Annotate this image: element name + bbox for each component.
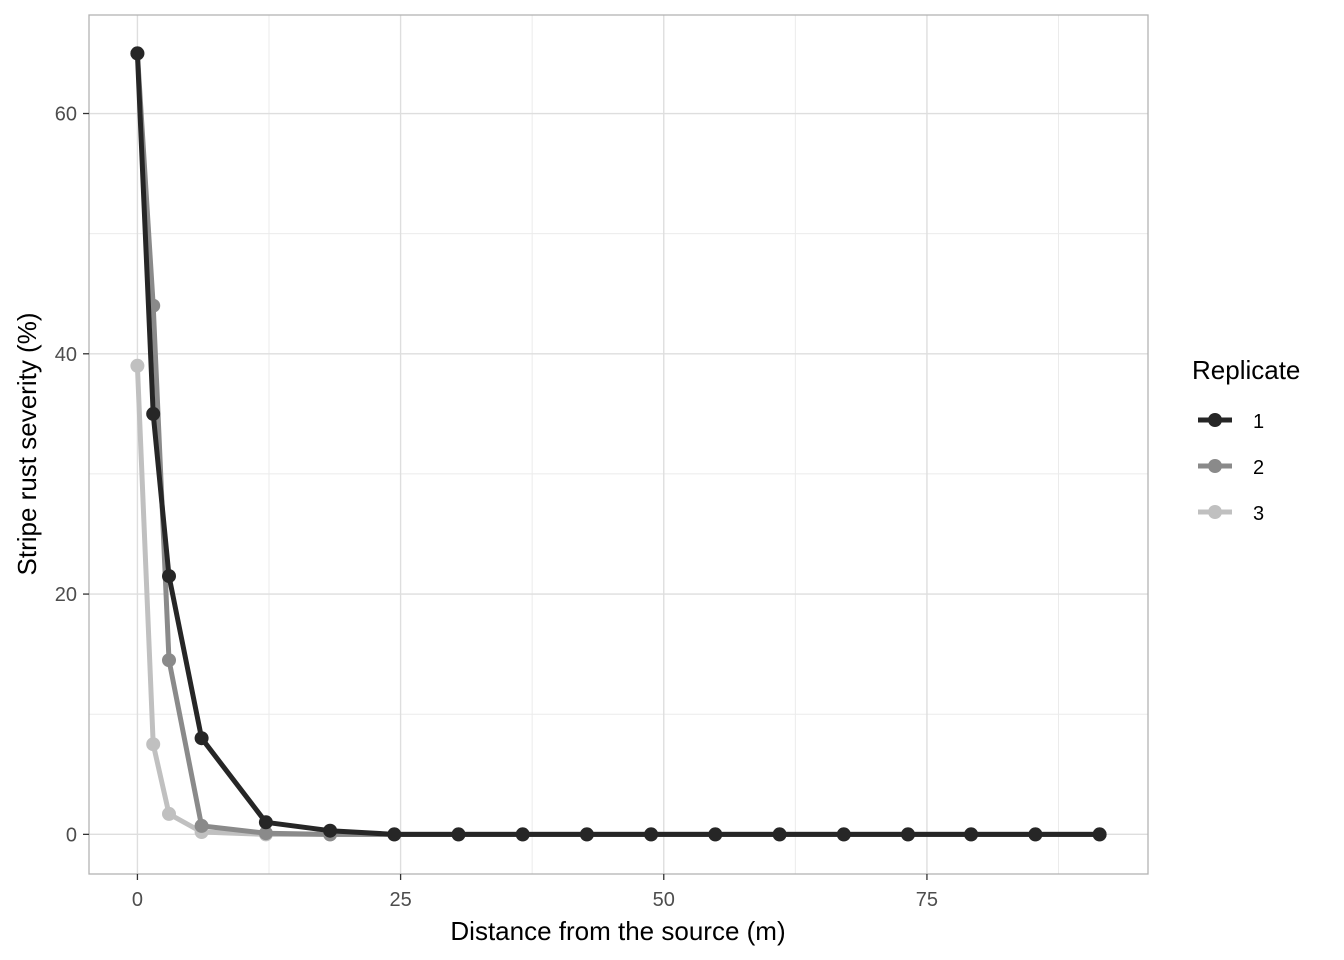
data-point (708, 827, 723, 842)
y-tick-label: 60 (55, 104, 77, 126)
data-point (162, 806, 176, 821)
data-point (964, 827, 979, 842)
x-tick-label: 0 (132, 889, 143, 911)
data-point (1092, 827, 1107, 842)
series-1 (130, 46, 1107, 842)
y-tick-label: 20 (55, 584, 77, 606)
y-tick-label: 40 (55, 344, 77, 366)
data-point (579, 827, 594, 842)
data-point (387, 827, 402, 842)
data-point (130, 46, 145, 61)
data-point (323, 823, 338, 838)
legend-key-point (1208, 413, 1222, 427)
legend-item-2: 2 (1198, 457, 1264, 479)
grid-minor (89, 15, 1148, 874)
x-axis-title: Distance from the source (m) (450, 916, 785, 946)
data-point (644, 827, 659, 842)
data-point (130, 358, 145, 373)
legend: Replicate 1 2 3 (1192, 355, 1300, 525)
legend-key-point (1208, 459, 1222, 473)
y-tick-label: 0 (66, 824, 77, 846)
x-tick-label: 75 (916, 889, 938, 911)
data-point (146, 737, 161, 752)
data-point (515, 827, 530, 842)
legend-label: 2 (1253, 457, 1264, 479)
data-point (1028, 827, 1043, 842)
x-tick-label: 50 (653, 889, 675, 911)
data-point (162, 569, 176, 584)
series-line (134, 50, 1103, 837)
legend-key-point (1208, 505, 1222, 519)
x-tick-label: 25 (389, 889, 411, 911)
legend-label: 3 (1253, 503, 1264, 525)
legend-label: 1 (1253, 411, 1264, 433)
data-point (451, 827, 466, 842)
y-axis-title: Stripe rust severity (%) (12, 313, 42, 576)
data-point (162, 653, 176, 668)
plot-background (89, 15, 1148, 874)
y-axis: 0 20 40 60 (55, 104, 89, 846)
legend-title: Replicate (1192, 355, 1300, 385)
data-point (146, 406, 161, 421)
data-point (836, 827, 851, 842)
data-point (772, 827, 787, 842)
x-axis: 0 25 50 75 (132, 874, 938, 911)
plot-border (88, 14, 1149, 875)
legend-item-1: 1 (1198, 411, 1264, 433)
data-point (258, 826, 273, 841)
data-point (194, 818, 209, 833)
data-point (901, 827, 915, 842)
series-layer (130, 46, 1107, 842)
data-point (194, 731, 209, 746)
legend-item-3: 3 (1198, 503, 1264, 525)
data-point (258, 815, 273, 830)
